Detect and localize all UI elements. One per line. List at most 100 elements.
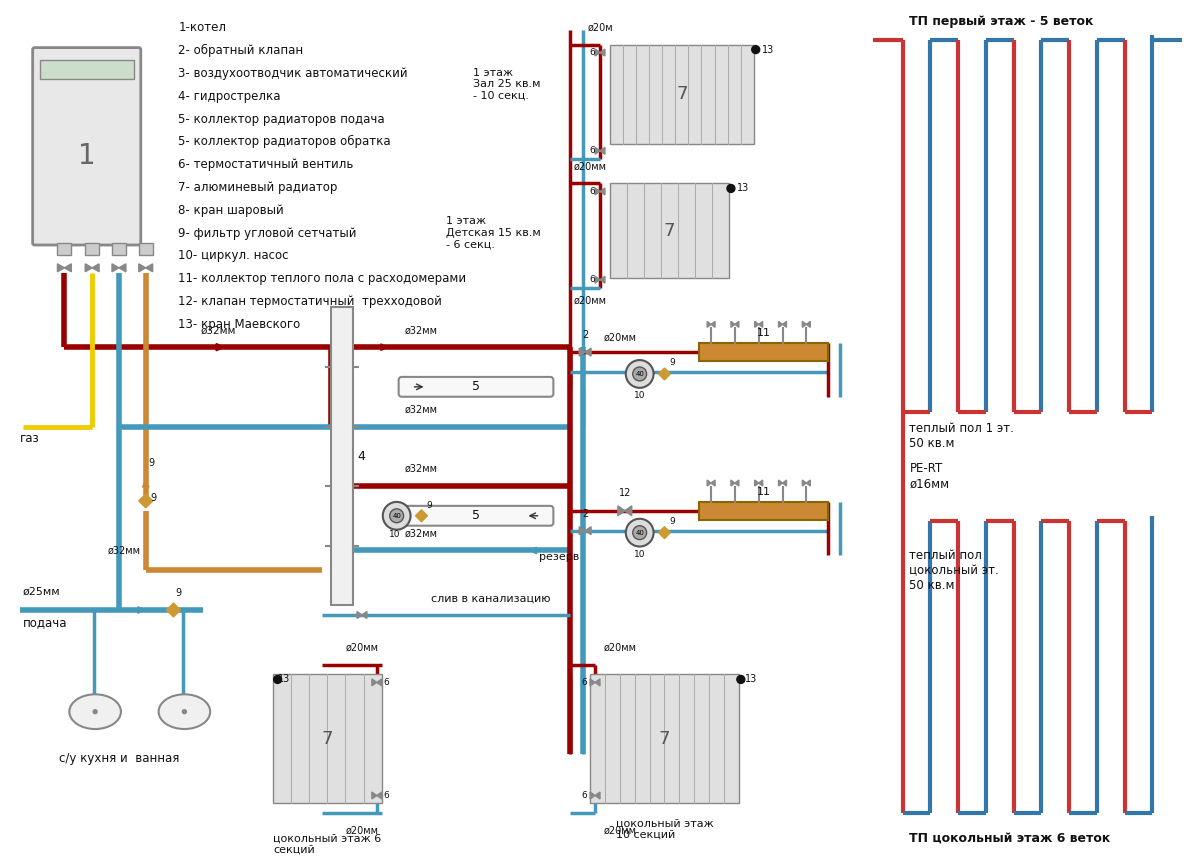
Text: 13: 13	[762, 45, 774, 55]
Polygon shape	[782, 321, 786, 327]
Polygon shape	[377, 792, 382, 799]
Text: 8- кран шаровый: 8- кран шаровый	[179, 204, 284, 216]
Circle shape	[751, 46, 760, 53]
Polygon shape	[618, 506, 625, 515]
Polygon shape	[707, 480, 712, 486]
Polygon shape	[356, 612, 362, 618]
Circle shape	[94, 710, 97, 714]
Text: 12- клапан термостатичный  трехходовой: 12- клапан термостатичный трехходовой	[179, 295, 443, 308]
Text: 7- алюминевый радиатор: 7- алюминевый радиатор	[179, 181, 338, 194]
Polygon shape	[803, 321, 806, 327]
Polygon shape	[145, 264, 152, 271]
Circle shape	[632, 367, 647, 381]
Polygon shape	[415, 510, 427, 521]
Polygon shape	[590, 679, 595, 685]
Text: ø25мм: ø25мм	[23, 587, 60, 597]
Polygon shape	[595, 49, 600, 56]
Text: 13: 13	[737, 184, 749, 193]
Text: 5- коллектор радиаторов обратка: 5- коллектор радиаторов обратка	[179, 136, 391, 149]
Polygon shape	[659, 527, 671, 539]
Text: 6- термостатичный вентиль: 6- термостатичный вентиль	[179, 158, 354, 171]
Text: 6: 6	[581, 678, 587, 687]
Text: 6: 6	[384, 678, 390, 687]
FancyBboxPatch shape	[398, 377, 553, 397]
Text: с/у кухня и  ванная: с/у кухня и ванная	[59, 752, 179, 765]
Text: ø32мм: ø32мм	[200, 326, 236, 335]
Bar	[58, 243, 71, 255]
Polygon shape	[580, 348, 586, 356]
Bar	[331, 308, 353, 605]
Text: подача: подача	[23, 617, 67, 630]
Text: 6: 6	[384, 791, 390, 800]
Text: цокольный этаж
10 секций: цокольный этаж 10 секций	[616, 819, 713, 840]
Text: ø20мм: ø20мм	[604, 643, 636, 653]
Text: ø20мм: ø20мм	[604, 332, 636, 342]
Polygon shape	[139, 494, 152, 508]
Circle shape	[625, 360, 654, 387]
Polygon shape	[167, 603, 180, 617]
Text: 10: 10	[634, 550, 646, 558]
Text: ø32мм: ø32мм	[404, 464, 438, 474]
Text: 4: 4	[356, 450, 365, 463]
Polygon shape	[586, 348, 592, 356]
Text: теплый пол 1 эт.
50 кв.м: теплый пол 1 эт. 50 кв.м	[910, 423, 1014, 450]
Polygon shape	[734, 321, 739, 327]
Ellipse shape	[70, 694, 121, 729]
Text: 4- гидрострелка: 4- гидрострелка	[179, 89, 281, 103]
Text: 40: 40	[392, 513, 401, 519]
Text: 10: 10	[389, 530, 401, 539]
Text: 5: 5	[472, 381, 480, 393]
FancyBboxPatch shape	[398, 506, 553, 526]
Polygon shape	[600, 147, 605, 155]
Polygon shape	[755, 321, 758, 327]
Bar	[610, 184, 728, 277]
Circle shape	[274, 675, 282, 684]
Text: ТП цокольный этаж 6 веток: ТП цокольный этаж 6 веток	[910, 832, 1111, 844]
Text: 7: 7	[322, 730, 332, 748]
Bar	[40, 59, 134, 79]
Polygon shape	[625, 506, 631, 515]
Text: ø32мм: ø32мм	[404, 528, 438, 539]
Text: 10: 10	[634, 391, 646, 399]
Polygon shape	[595, 188, 600, 195]
Text: 5- коллектор радиаторов подача: 5- коллектор радиаторов подача	[179, 113, 385, 125]
Polygon shape	[372, 792, 377, 799]
Text: 2: 2	[582, 509, 588, 519]
Polygon shape	[806, 321, 810, 327]
Text: 6: 6	[589, 187, 595, 196]
Circle shape	[182, 710, 186, 714]
Circle shape	[383, 502, 410, 530]
Text: 9: 9	[670, 517, 676, 526]
Text: 40: 40	[635, 371, 644, 377]
Text: 9: 9	[175, 588, 181, 598]
Text: 7: 7	[676, 85, 688, 103]
Text: 6: 6	[589, 275, 595, 284]
Text: 40: 40	[635, 530, 644, 536]
Bar	[272, 674, 382, 803]
Polygon shape	[600, 277, 605, 283]
Polygon shape	[58, 264, 65, 271]
Text: газ: газ	[19, 432, 40, 445]
Polygon shape	[595, 277, 600, 283]
Text: 11: 11	[757, 487, 770, 497]
Polygon shape	[803, 480, 806, 486]
Text: 10- циркул. насос: 10- циркул. насос	[179, 249, 289, 262]
Polygon shape	[782, 480, 786, 486]
Polygon shape	[731, 480, 734, 486]
Circle shape	[390, 509, 403, 523]
Text: 6: 6	[589, 146, 595, 155]
Polygon shape	[731, 321, 734, 327]
Polygon shape	[595, 792, 600, 799]
Text: ø20м: ø20м	[587, 22, 613, 33]
Text: 11- коллектор теплого пола с расходомерами: 11- коллектор теплого пола с расходомера…	[179, 272, 467, 285]
Text: цокольный этаж 6
секций: цокольный этаж 6 секций	[274, 833, 382, 855]
Text: ø32мм: ø32мм	[404, 326, 438, 335]
Polygon shape	[119, 264, 126, 271]
Text: 7: 7	[659, 730, 671, 748]
Polygon shape	[586, 527, 592, 534]
Polygon shape	[65, 264, 71, 271]
Text: 1-котел: 1-котел	[179, 21, 227, 34]
Text: слив в канализацию: слив в канализацию	[431, 593, 551, 603]
Text: ø32мм: ø32мм	[404, 405, 438, 415]
Polygon shape	[112, 264, 119, 271]
